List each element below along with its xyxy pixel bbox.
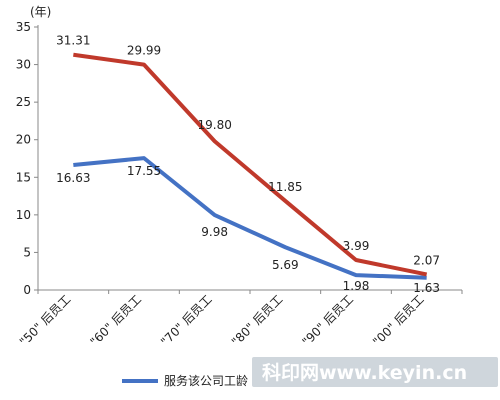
data-label: 1.98 xyxy=(343,279,370,293)
y-tick-label: 10 xyxy=(16,208,31,222)
x-tick-label: "80" 后员工 xyxy=(229,292,286,349)
y-tick-label: 30 xyxy=(16,58,31,72)
data-label: 16.63 xyxy=(56,171,90,185)
y-tick-label: 0 xyxy=(23,283,31,297)
data-label: 3.99 xyxy=(343,239,370,253)
x-tick-label: "70" 后员工 xyxy=(158,292,215,349)
data-label: 11.85 xyxy=(268,180,302,194)
y-tick-label: 25 xyxy=(16,95,31,109)
data-label: 19.80 xyxy=(197,118,231,132)
y-axis-unit-label: (年) xyxy=(30,5,51,19)
x-tick-label: "90" 后员工 xyxy=(299,292,356,349)
data-label: 31.31 xyxy=(56,34,90,48)
data-label: 29.99 xyxy=(127,44,161,58)
data-label: 17.55 xyxy=(127,164,161,178)
x-tick-label: "50" 后员工 xyxy=(17,292,74,349)
legend-label-1: 服务该公司工龄 xyxy=(164,373,248,388)
watermark-text: 科印网www.keyin.cn xyxy=(262,361,467,384)
data-label: 2.07 xyxy=(413,253,440,267)
y-tick-label: 5 xyxy=(23,245,31,259)
data-label: 1.63 xyxy=(413,281,440,295)
y-tick-label: 20 xyxy=(16,133,31,147)
data-labels: 16.63 17.55 9.98 5.69 1.98 1.63 31.31 29.99 19.8… xyxy=(56,34,440,295)
watermark-background xyxy=(252,357,498,387)
x-tick-label: "00" 后员工 xyxy=(370,292,427,349)
series-group xyxy=(73,52,428,280)
y-tick-label: 35 xyxy=(16,20,31,34)
series-line-1 xyxy=(73,156,427,280)
data-label: 9.98 xyxy=(201,225,228,239)
series-line-2 xyxy=(73,52,428,277)
watermark: 科印网www.keyin.cn xyxy=(252,357,498,387)
data-label: 5.69 xyxy=(272,258,299,272)
y-tick-label: 15 xyxy=(16,170,31,184)
x-tick-label: "60" 后员工 xyxy=(87,292,144,349)
